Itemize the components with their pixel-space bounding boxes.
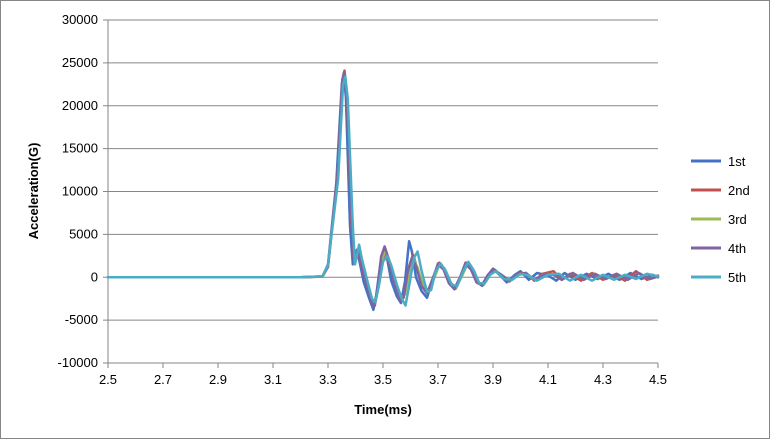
legend-label: 2nd	[728, 183, 750, 198]
x-tick-label: 4.3	[594, 372, 612, 387]
y-tick-label: 5000	[69, 226, 98, 241]
legend-label: 5th	[728, 270, 746, 285]
y-axis-title: Acceleration(G)	[26, 143, 41, 240]
x-tick-label: 4.5	[649, 372, 667, 387]
y-tick-label: -10000	[58, 355, 98, 370]
series-line-5th	[106, 75, 660, 307]
x-tick-label: 2.9	[209, 372, 227, 387]
x-tick-label: 2.7	[154, 372, 172, 387]
x-tick-label: 3.3	[319, 372, 337, 387]
legend-label: 1st	[728, 154, 746, 169]
y-tick-label: 10000	[62, 184, 98, 199]
gridlines	[108, 19, 658, 364]
legend: 1st 2nd 3rd 4th 5th	[691, 154, 750, 285]
y-tick-label: 15000	[62, 141, 98, 156]
y-tick-label: 30000	[62, 12, 98, 27]
x-tick-label: 3.7	[429, 372, 447, 387]
y-tick-label: 0	[91, 269, 98, 284]
x-tick-label: 3.5	[374, 372, 392, 387]
x-tick-label: 3.1	[264, 372, 282, 387]
axes: -10000 -5000 0 5000 10000 15000 20000 25000 3000…	[58, 12, 668, 387]
x-tick-label: 2.5	[99, 372, 117, 387]
legend-label: 3rd	[728, 212, 747, 227]
series-line-3rd	[106, 73, 660, 306]
y-tick-label: 25000	[62, 55, 98, 70]
x-tick-label: 4.1	[539, 372, 557, 387]
legend-label: 4th	[728, 241, 746, 256]
y-tick-label: -5000	[65, 312, 98, 327]
x-axis-title: Time(ms)	[354, 402, 412, 417]
series-lines	[106, 69, 660, 312]
series-line-4th	[106, 71, 660, 308]
y-tick-label: 20000	[62, 98, 98, 113]
x-tick-label: 3.9	[484, 372, 502, 387]
